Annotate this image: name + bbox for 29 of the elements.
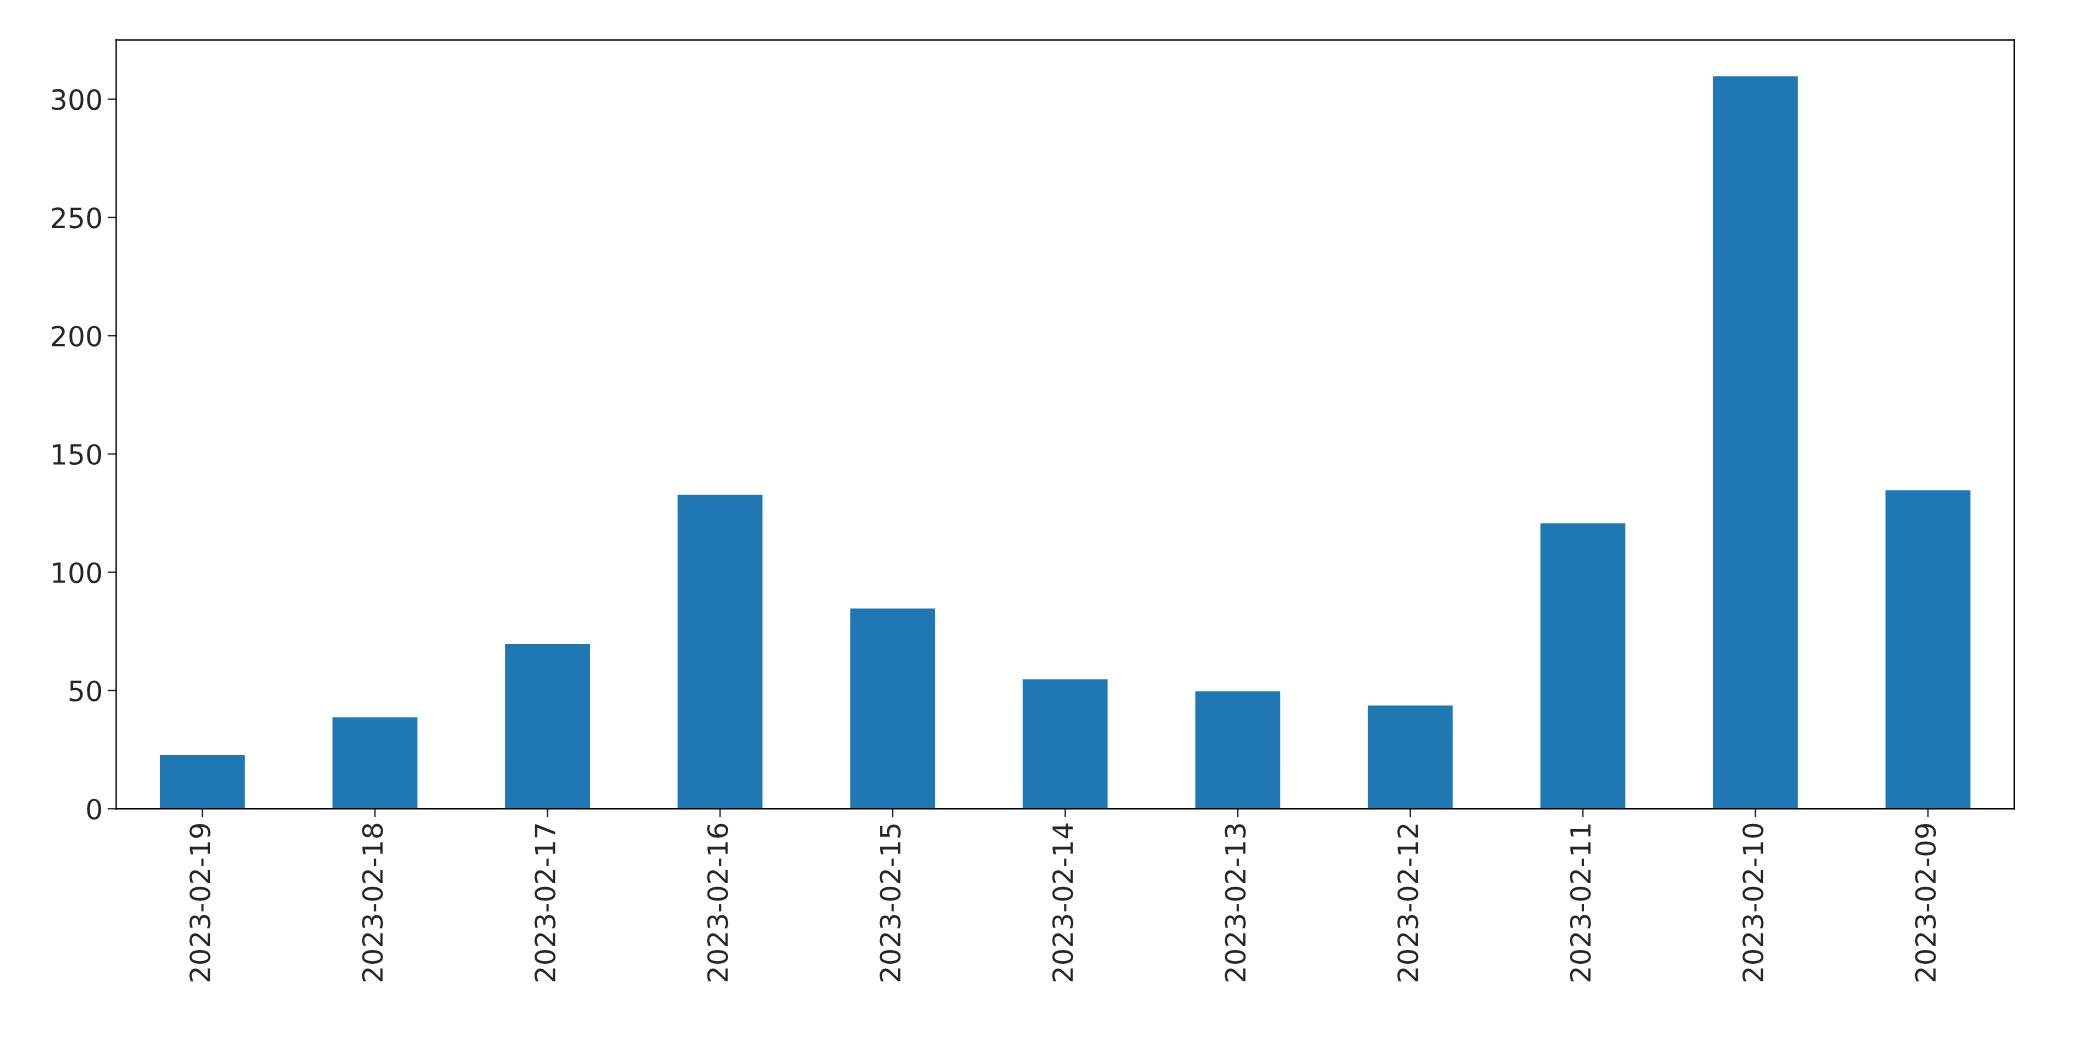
x-tick-label: 2023-02-12 — [1397, 824, 1419, 982]
bar — [1021, 677, 1110, 809]
bar — [848, 607, 937, 809]
x-tick-label: 2023-02-09 — [1915, 823, 1937, 982]
bar — [1366, 703, 1455, 809]
bar — [1193, 689, 1282, 809]
x-tick-label: 2023-02-17 — [534, 824, 556, 982]
bar — [1711, 74, 1800, 809]
x-tick-label: 2023-02-16 — [707, 823, 729, 982]
y-tick-label: 250 — [51, 207, 102, 229]
x-tick-label: 2023-02-14 — [1052, 823, 1074, 982]
y-tick-label: 200 — [51, 325, 102, 347]
y-tick-label: 150 — [52, 443, 102, 465]
bar — [158, 753, 247, 809]
y-tick-label: 100 — [52, 562, 102, 584]
y-tick-label: 50 — [69, 680, 102, 702]
bar — [676, 493, 764, 809]
y-tick-label: 0 — [87, 798, 102, 820]
x-tick-label: 2023-02-19 — [189, 823, 211, 982]
x-tick-label: 2023-02-13 — [1224, 824, 1246, 982]
bar — [1884, 488, 1972, 809]
bar — [503, 642, 592, 809]
bar — [1539, 521, 1627, 809]
x-tick-label: 2023-02-18 — [362, 823, 384, 982]
bar — [331, 715, 419, 809]
y-tick-label: 300 — [52, 89, 102, 111]
x-tick-label: 2023-02-15 — [879, 824, 901, 982]
x-tick-label: 2023-02-11 — [1569, 824, 1591, 982]
x-tick-label: 2023-02-10 — [1742, 823, 1764, 982]
